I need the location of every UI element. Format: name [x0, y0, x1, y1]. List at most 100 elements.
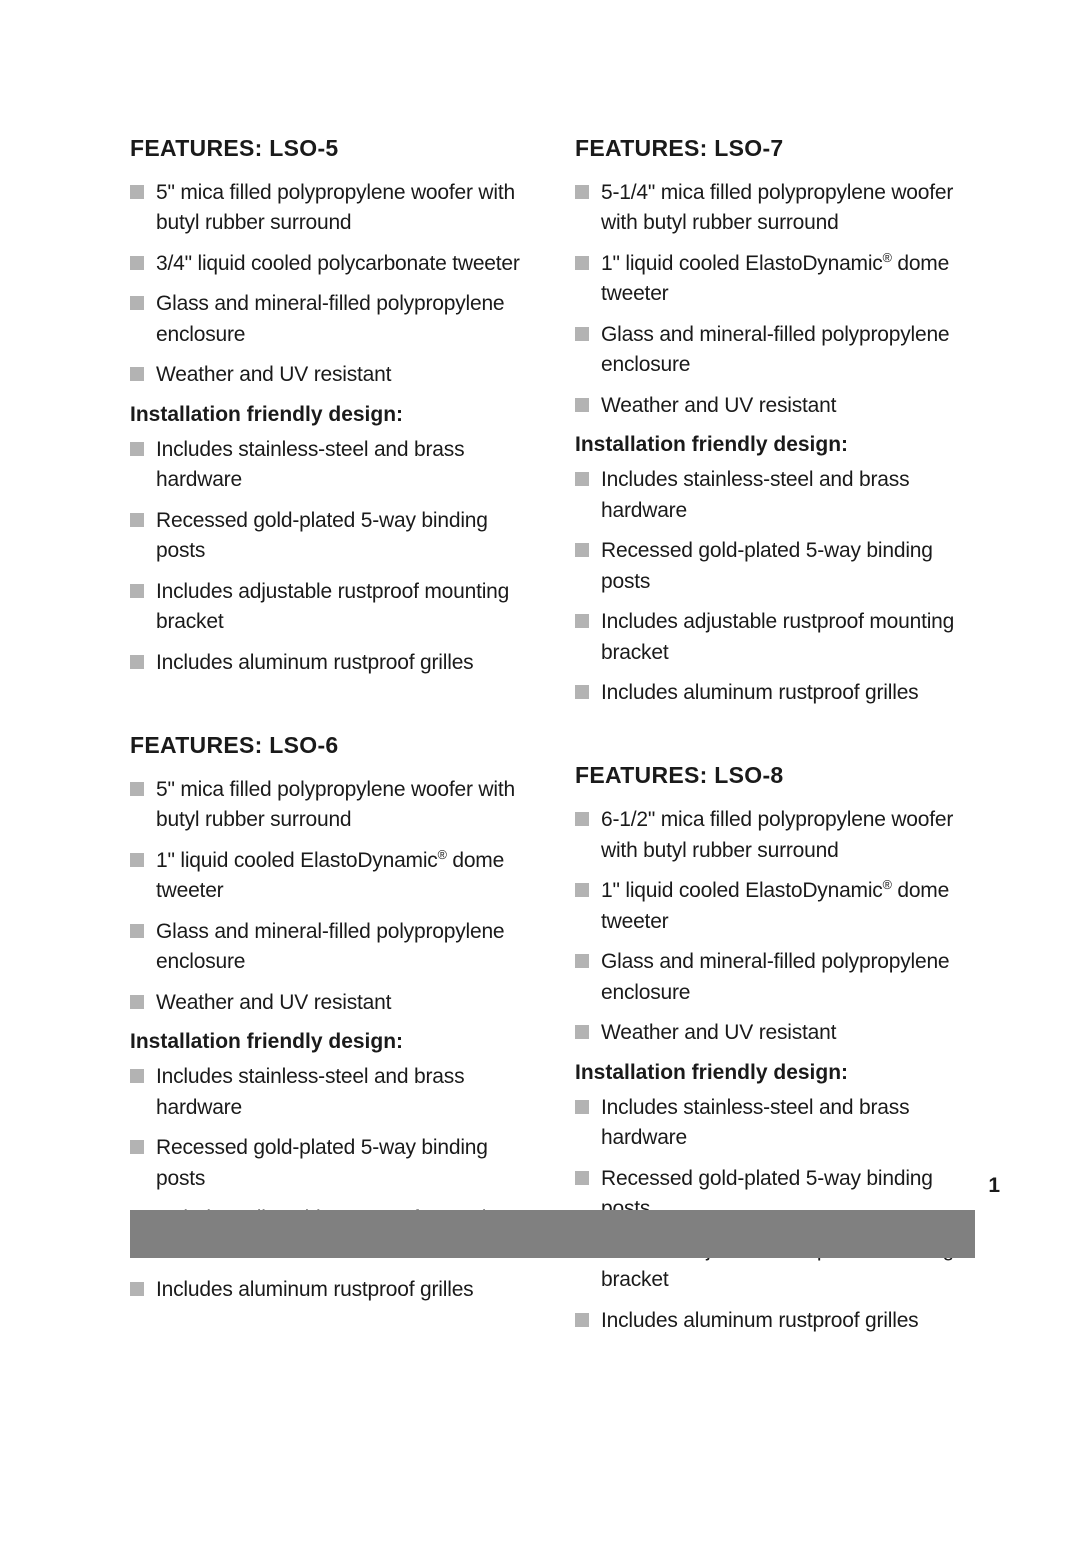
list-item: Recessed gold-plated 5-way binding posts [130, 1133, 530, 1194]
list-item: Includes stainless-steel and brass hardw… [130, 435, 530, 496]
section-heading: FEATURES: LSO-7 [575, 135, 975, 162]
list-item-text: Recessed gold-plated 5-way binding posts [156, 509, 488, 562]
list-item-text: 5" mica filled polypropylene woofer with… [156, 778, 515, 831]
feature-list: 5-1/4" mica filled polypropylene woofer … [575, 178, 975, 421]
list-item-text: Glass and mineral-filled polypropylene e… [156, 292, 504, 345]
list-item: 5-1/4" mica filled polypropylene woofer … [575, 178, 975, 239]
bullet-icon [575, 543, 589, 557]
section-heading: FEATURES: LSO-8 [575, 762, 975, 789]
list-item-text: Weather and UV resistant [156, 363, 391, 386]
section-heading: FEATURES: LSO-5 [130, 135, 530, 162]
bullet-icon [575, 1313, 589, 1327]
bullet-icon [130, 185, 144, 199]
list-item: Glass and mineral-filled polypropylene e… [130, 917, 530, 978]
bullet-icon [130, 995, 144, 1009]
list-item-text: Glass and mineral-filled polypropylene e… [601, 323, 949, 376]
page-number: 1 [988, 1174, 1000, 1198]
list-item-text: Includes stainless-steel and brass hardw… [601, 468, 909, 521]
bullet-icon [130, 296, 144, 310]
bullet-icon [575, 472, 589, 486]
bullet-icon [575, 398, 589, 412]
page: FEATURES: LSO-5 5" mica filled polypropy… [0, 0, 1080, 1563]
section-lso5: FEATURES: LSO-5 5" mica filled polypropy… [130, 135, 530, 688]
feature-list: 5" mica filled polypropylene woofer with… [130, 178, 530, 391]
list-item-text: 1" liquid cooled ElastoDynamic® dome twe… [156, 849, 504, 902]
feature-list: Includes stainless-steel and brass hardw… [575, 465, 975, 708]
bullet-icon [130, 367, 144, 381]
bullet-icon [130, 655, 144, 669]
list-item: Includes adjustable rustproof mounting b… [130, 577, 530, 638]
list-item-text: Weather and UV resistant [601, 394, 836, 417]
list-item: Weather and UV resistant [130, 360, 530, 390]
list-item: Glass and mineral-filled polypropylene e… [575, 320, 975, 381]
section-lso7: FEATURES: LSO-7 5-1/4" mica filled polyp… [575, 135, 975, 718]
list-item: Weather and UV resistant [130, 988, 530, 1018]
bullet-icon [575, 1025, 589, 1039]
section-lso8: FEATURES: LSO-8 6-1/2" mica filled polyp… [575, 762, 975, 1345]
list-item: 6-1/2" mica filled polypropylene woofer … [575, 805, 975, 866]
feature-list: 6-1/2" mica filled polypropylene woofer … [575, 805, 975, 1048]
content-columns: FEATURES: LSO-5 5" mica filled polypropy… [130, 135, 975, 1390]
bullet-icon [130, 584, 144, 598]
list-item-text: 1" liquid cooled ElastoDynamic® dome twe… [601, 252, 949, 305]
list-item: 5" mica filled polypropylene woofer with… [130, 775, 530, 836]
column-left: FEATURES: LSO-5 5" mica filled polypropy… [130, 135, 530, 1390]
bullet-icon [130, 513, 144, 527]
list-item: Includes aluminum rustproof grilles [130, 1275, 530, 1305]
list-item-text: 6-1/2" mica filled polypropylene woofer … [601, 808, 953, 861]
feature-list: Includes stainless-steel and brass hardw… [130, 435, 530, 678]
list-item-text: Weather and UV resistant [601, 1021, 836, 1044]
section-subheading: Installation friendly design: [575, 1059, 975, 1087]
list-item: 1" liquid cooled ElastoDynamic® dome twe… [575, 876, 975, 937]
list-item-text: Includes stainless-steel and brass hardw… [156, 438, 464, 491]
list-item-text: Includes aluminum rustproof grilles [156, 1278, 473, 1301]
bullet-icon [130, 924, 144, 938]
list-item: Glass and mineral-filled polypropylene e… [130, 289, 530, 350]
bullet-icon [130, 853, 144, 867]
list-item: Recessed gold-plated 5-way binding posts [575, 536, 975, 597]
list-item: Includes aluminum rustproof grilles [575, 1306, 975, 1336]
list-item-text: Includes aluminum rustproof grilles [156, 651, 473, 674]
list-item: Glass and mineral-filled polypropylene e… [575, 947, 975, 1008]
bullet-icon [575, 327, 589, 341]
section-subheading: Installation friendly design: [130, 401, 530, 429]
bullet-icon [575, 1171, 589, 1185]
bullet-icon [130, 1069, 144, 1083]
list-item: 1" liquid cooled ElastoDynamic® dome twe… [130, 846, 530, 907]
bullet-icon [130, 442, 144, 456]
list-item-text: Recessed gold-plated 5-way binding posts [156, 1136, 488, 1189]
list-item-text: Recessed gold-plated 5-way binding posts [601, 539, 933, 592]
list-item-text: 5-1/4" mica filled polypropylene woofer … [601, 181, 953, 234]
list-item-text: Glass and mineral-filled polypropylene e… [156, 920, 504, 973]
section-subheading: Installation friendly design: [575, 431, 975, 459]
column-right: FEATURES: LSO-7 5-1/4" mica filled polyp… [575, 135, 975, 1390]
list-item: Weather and UV resistant [575, 391, 975, 421]
list-item: 5" mica filled polypropylene woofer with… [130, 178, 530, 239]
list-item: Weather and UV resistant [575, 1018, 975, 1048]
bullet-icon [575, 614, 589, 628]
list-item: Recessed gold-plated 5-way binding posts [130, 506, 530, 567]
section-heading: FEATURES: LSO-6 [130, 732, 530, 759]
feature-list: Includes stainless-steel and brass hardw… [130, 1062, 530, 1305]
bullet-icon [575, 685, 589, 699]
bullet-icon [130, 1282, 144, 1296]
bullet-icon [575, 1100, 589, 1114]
list-item-text: Includes aluminum rustproof grilles [601, 1309, 918, 1332]
list-item-text: 3/4" liquid cooled polycarbonate tweeter [156, 252, 520, 275]
bullet-icon [575, 812, 589, 826]
list-item: Includes aluminum rustproof grilles [130, 648, 530, 678]
bullet-icon [575, 883, 589, 897]
list-item: Includes aluminum rustproof grilles [575, 678, 975, 708]
bullet-icon [130, 1140, 144, 1154]
list-item-text: Includes adjustable rustproof mounting b… [156, 580, 509, 633]
list-item-text: Includes adjustable rustproof mounting b… [601, 610, 954, 663]
list-item-text: Weather and UV resistant [156, 991, 391, 1014]
list-item-text: 1" liquid cooled ElastoDynamic® dome twe… [601, 879, 949, 932]
list-item-text: Includes stainless-steel and brass hardw… [156, 1065, 464, 1118]
list-item: Includes adjustable rustproof mounting b… [575, 607, 975, 668]
list-item-text: Glass and mineral-filled polypropylene e… [601, 950, 949, 1003]
section-subheading: Installation friendly design: [130, 1028, 530, 1056]
list-item: Includes stainless-steel and brass hardw… [130, 1062, 530, 1123]
feature-list: 5" mica filled polypropylene woofer with… [130, 775, 530, 1018]
list-item: 3/4" liquid cooled polycarbonate tweeter [130, 249, 530, 279]
